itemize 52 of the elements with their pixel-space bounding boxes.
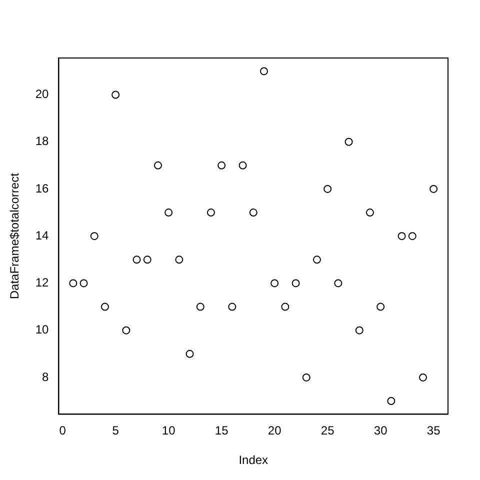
point: [164, 208, 173, 217]
x-tick-label: 15: [214, 424, 229, 438]
y-tick-label: 12: [35, 276, 50, 290]
point: [260, 67, 268, 76]
x-axis-title: Index: [238, 453, 268, 468]
point: [344, 138, 353, 146]
point: [366, 208, 374, 217]
point: [292, 279, 300, 288]
y-tick-label: 10: [35, 322, 50, 337]
y-tick-label: 8: [42, 370, 50, 384]
point: [80, 279, 88, 288]
y-tick-label: 14: [35, 228, 50, 242]
point: [398, 232, 406, 240]
point: [312, 256, 321, 264]
point: [249, 208, 258, 217]
point: [324, 184, 332, 193]
x-tick-label: 25: [320, 424, 335, 438]
y-axis-title: DataFrame$totalcorrect: [8, 172, 22, 300]
point: [175, 256, 184, 264]
x-tick-label: 10: [162, 424, 176, 438]
x-tick-label: 5: [112, 424, 120, 438]
point: [122, 326, 130, 334]
point: [100, 302, 109, 311]
point: [408, 232, 416, 240]
point: [218, 161, 226, 170]
point: [228, 302, 236, 311]
x-tick-label: 30: [374, 424, 388, 438]
point: [143, 256, 152, 264]
y-tick-label: 18: [35, 134, 50, 148]
y-tick-label: 16: [35, 181, 50, 196]
x-tick-label: 0: [59, 424, 66, 438]
point: [355, 326, 364, 334]
point: [430, 184, 438, 193]
point: [90, 232, 98, 240]
point: [418, 373, 427, 382]
x-tick-label: 20: [268, 424, 282, 438]
point: [270, 279, 279, 288]
point: [238, 161, 247, 170]
point: [376, 302, 385, 311]
point: [186, 350, 194, 358]
point: [206, 208, 215, 217]
x-tick-label: 35: [426, 424, 441, 438]
point: [387, 397, 396, 406]
y-tick-label: 20: [35, 87, 50, 102]
point: [112, 90, 120, 99]
point: [302, 373, 310, 382]
point: [132, 256, 141, 264]
point: [196, 302, 204, 311]
point: [281, 302, 290, 311]
point: [334, 279, 342, 288]
point: [69, 279, 78, 288]
point: [154, 161, 162, 170]
